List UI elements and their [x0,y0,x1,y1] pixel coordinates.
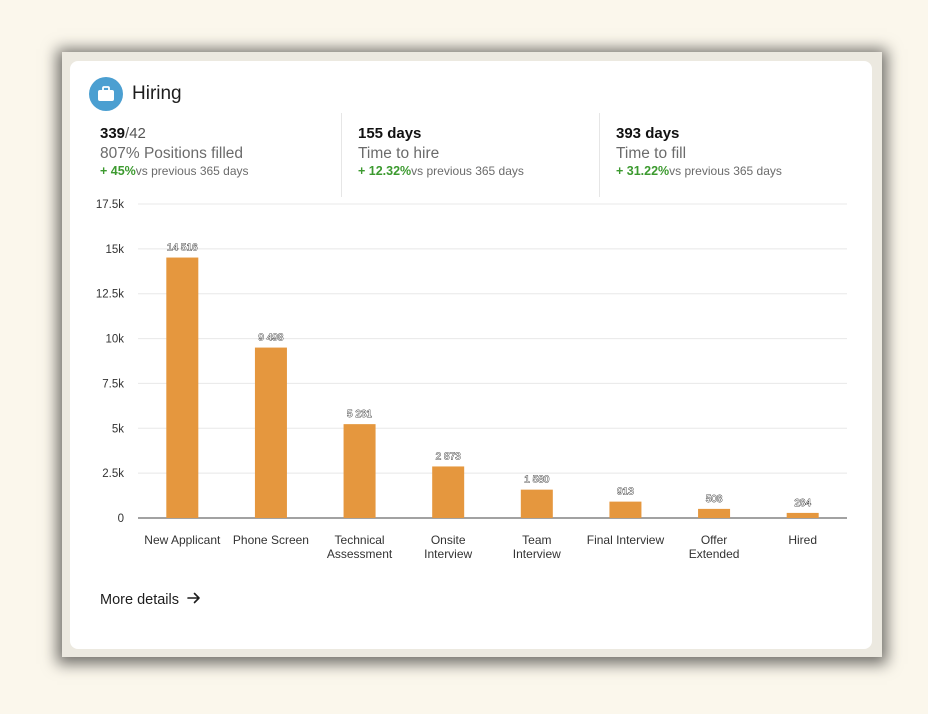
x-tick-label: Technical [335,533,385,547]
x-tick-label: Onsite [431,533,466,547]
y-tick-label: 10k [105,334,124,346]
y-tick-label: 2.5k [102,468,124,480]
bar [520,489,553,518]
y-tick-label: 0 [118,513,124,525]
metric-label: Time to hire [358,145,440,162]
briefcase-icon [89,77,123,111]
metric-change: + 12.32%vs previous 365 days [358,164,599,178]
hiring-card: Hiring 339/42 807% Positions filled + 45… [70,61,872,649]
x-tick-label: Final Interview [587,533,665,547]
bar [432,466,465,518]
bar-value-label: 913 [617,487,634,498]
x-tick-label: Interview [513,547,561,561]
x-tick-label: Offer [701,533,727,547]
metric-change-pct: + 45% [100,164,136,178]
bar [166,257,199,518]
metric-change-pct: + 12.32% [358,164,412,178]
x-tick-label: Hired [788,533,817,547]
x-tick-label: Phone Screen [233,533,309,547]
metric-label: Time to fill [616,145,687,162]
x-tick-label: New Applicant [144,533,221,547]
bar [698,508,731,518]
metric-change-text: vs previous 365 days [135,164,249,178]
y-tick-label: 7.5k [102,378,124,390]
metric-change: + 45%vs previous 365 days [100,164,340,178]
bar [786,512,819,518]
y-tick-label: 5k [112,423,124,435]
y-tick-label: 15k [105,244,124,256]
metric-label: 807% Positions filled [100,145,244,162]
metric-value: 393 days [616,125,680,142]
bar [343,424,376,518]
x-tick-label: Extended [689,547,740,561]
metric-change-text: vs previous 365 days [411,164,524,178]
y-tick-label: 17.5k [96,199,124,211]
metric-positions-filled: 339/42 807% Positions filled + 45%vs pre… [100,113,340,197]
bar-value-label: 508 [706,494,723,505]
bar-value-label: 2 873 [436,451,461,462]
bar-value-label: 284 [794,498,811,509]
bar [254,347,287,518]
bar-value-label: 5 231 [347,409,372,420]
y-tick-label: 12.5k [96,289,124,301]
x-tick-label: Interview [424,547,472,561]
x-tick-label: Team [522,533,551,547]
more-details-label: More details [100,592,179,608]
metric-value: 155 days [358,125,422,142]
bar-value-label: 14 516 [167,243,198,254]
metric-change: + 31.22%vs previous 365 days [616,164,859,178]
x-tick-label: Assessment [327,547,393,561]
metric-time-to-hire: 155 days Time to hire + 12.32%vs previou… [341,113,599,197]
more-details-link[interactable]: More details [100,592,201,608]
bar [609,501,642,518]
metric-time-to-fill: 393 days Time to fill + 31.22%vs previou… [599,113,859,197]
metric-change-text: vs previous 365 days [669,164,782,178]
card-title: Hiring [132,83,182,104]
card-header: Hiring [89,76,182,112]
arrow-right-icon [187,592,201,608]
metric-separator: / [125,125,130,142]
metric-total: 42 [129,125,146,142]
metric-value: 339/42 [100,125,340,144]
metric-filled-count: 339 [100,125,126,142]
hiring-funnel-chart: 0 2.5k 5k 7.5k 10k 12.5k 15k 17.5k 14 516 New App… [96,199,847,561]
bar-value-label: 1 580 [524,475,549,486]
bar-value-label: 9 498 [258,333,283,344]
metric-change-pct: + 31.22% [616,164,670,178]
